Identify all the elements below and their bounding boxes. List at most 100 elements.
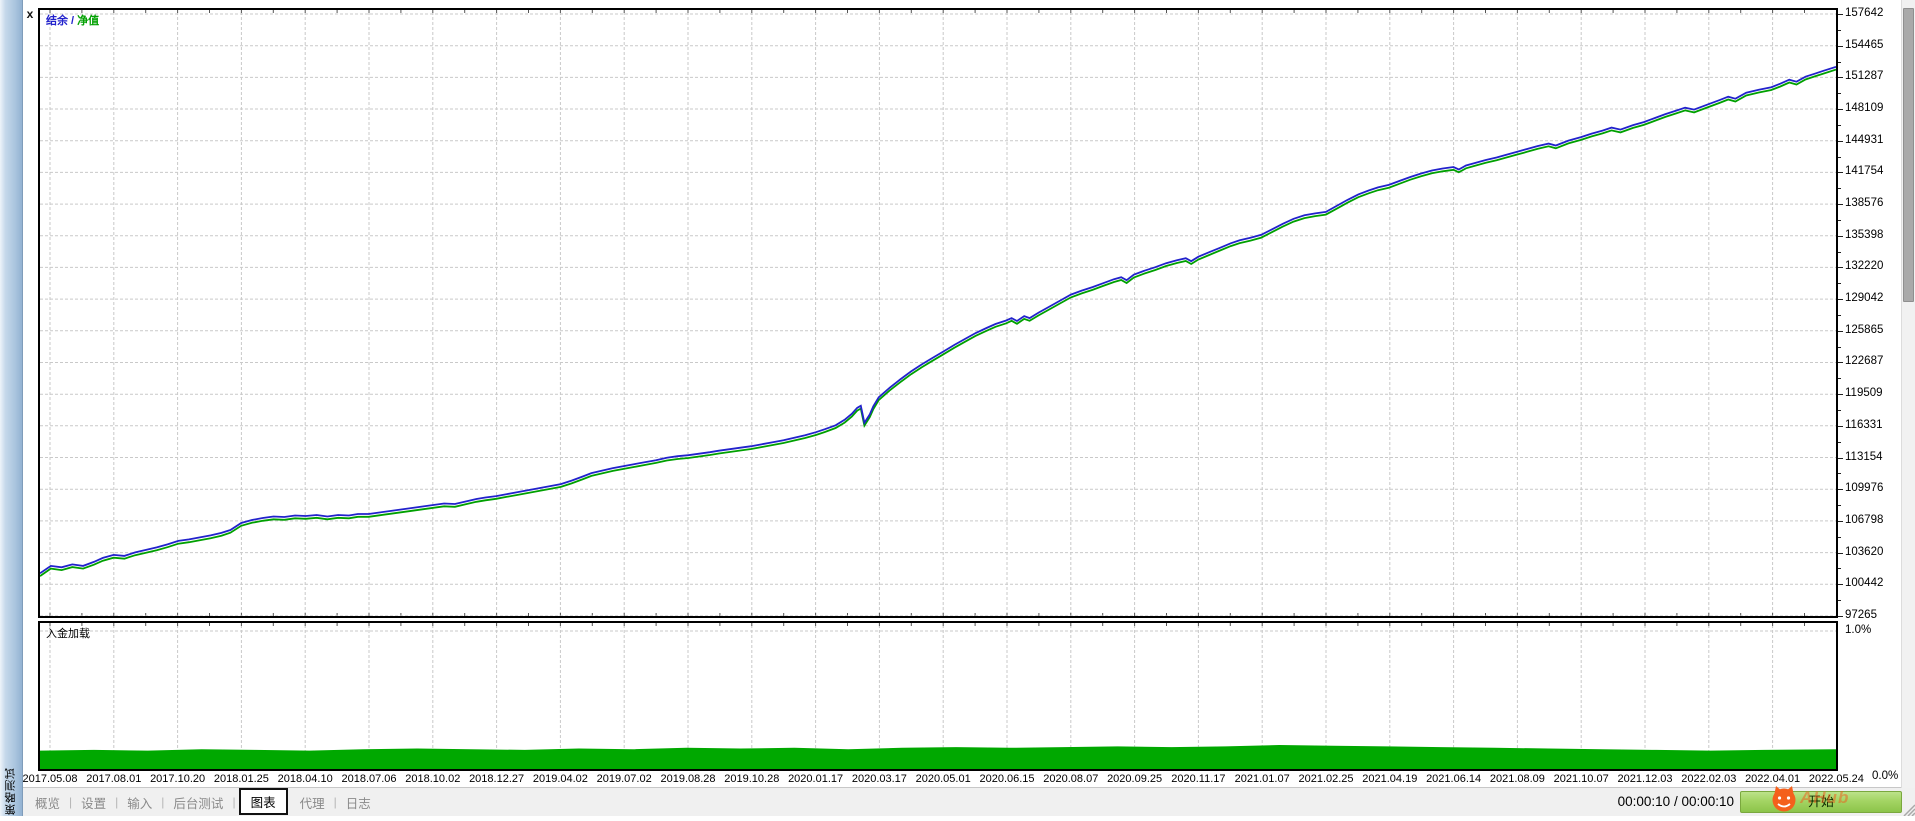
y-axis-tick (1838, 425, 1843, 427)
y-axis-minor-tick (1838, 124, 1841, 126)
x-axis-date-label: 2019.04.02 (532, 773, 588, 785)
tab-图表[interactable]: 图表 (238, 787, 288, 815)
y-axis-minor-tick (1838, 188, 1841, 190)
x-axis-date-label: 2018.07.06 (341, 773, 397, 785)
y-axis-minor-tick (1838, 93, 1841, 95)
x-axis-date-label: 2021.04.19 (1362, 773, 1418, 785)
y-axis-label: 100442 (1845, 577, 1884, 590)
x-axis-date-label: 2018.10.02 (405, 773, 461, 785)
x-axis-date-label: 2020.09.25 (1107, 773, 1163, 785)
balance-equity-chart (40, 10, 1836, 616)
y-axis-label: 144931 (1845, 133, 1884, 146)
y-axis-label: 157642 (1845, 7, 1884, 19)
y-axis-tick (1838, 330, 1843, 332)
tab-separator: | (333, 795, 337, 809)
x-axis-date-label: 2020.11.17 (1171, 773, 1226, 785)
start-button[interactable]: 开始 (1740, 791, 1902, 813)
x-axis-date-label: 2022.04.01 (1745, 773, 1801, 785)
tab-输入[interactable]: 输入 (127, 796, 153, 811)
x-axis-date-label: 2021.01.07 (1234, 773, 1290, 785)
y-axis-label: 113154 (1845, 450, 1883, 463)
y-axis-label: 151287 (1845, 70, 1884, 83)
y-axis-label: 132220 (1845, 260, 1884, 273)
y-axis-tick (1838, 584, 1843, 586)
tab-separator: | (69, 795, 73, 809)
y-axis-label: 135398 (1845, 228, 1884, 241)
sidebar-title: 策略测试 (5, 767, 17, 815)
balance-chart-panel: 结余 / 净值 (38, 8, 1838, 618)
y-axis-label: 129042 (1845, 292, 1884, 305)
y-axis-tick (1838, 14, 1843, 15)
test-time-status: 00:00:10 / 00:00:10 (1617, 794, 1734, 809)
x-axis-date-label: 2018.01.25 (213, 773, 269, 785)
y-axis-tick (1838, 489, 1843, 491)
y-axis-label: 103620 (1845, 545, 1884, 558)
y-axis-minor-tick (1838, 314, 1841, 316)
y-axis-tick (1838, 520, 1843, 522)
vertical-scrollbar[interactable] (1901, 0, 1915, 788)
tab-设置[interactable]: 设置 (81, 796, 107, 811)
x-axis-date-label: 2018.04.10 (277, 773, 333, 785)
y-axis-label: 154465 (1845, 38, 1884, 51)
y-axis-tick (1838, 615, 1843, 617)
y-axis-minor-tick (1838, 219, 1841, 221)
deposit-load-chart (40, 623, 1836, 769)
y-axis-tick (1838, 77, 1843, 79)
bottom-bar: 概览 | 设置 | 输入 | 后台测试 | 图表 代理 | 日志 00:00:10 / 00:00:1… (0, 786, 1915, 817)
y-axis-label: 122687 (1845, 355, 1884, 368)
resize-grip-icon[interactable] (1900, 801, 1915, 817)
y-axis-minor-tick (1838, 536, 1841, 538)
y-axis-label: 97265 (1845, 608, 1877, 621)
deposit-load-title: 入金加载 (46, 628, 90, 640)
tab-separator: | (115, 795, 119, 809)
chart-legend: 结余 / 净值 (46, 12, 99, 28)
y-axis-minor-tick (1838, 29, 1841, 31)
y-axis-minor-tick (1838, 61, 1841, 63)
y-axis-label: 141754 (1845, 165, 1884, 178)
x-axis-date-label: 2021.06.14 (1426, 773, 1482, 785)
y-axis-tick (1838, 109, 1843, 111)
x-axis-date-label: 2021.02.25 (1298, 773, 1354, 785)
tab-separator: | (232, 795, 236, 809)
y-axis-label: 119509 (1845, 387, 1883, 400)
y-axis-minor-tick (1838, 156, 1841, 158)
y-axis-tick (1838, 457, 1843, 459)
x-axis-date-label: 2018.12.27 (469, 773, 525, 785)
y-axis-tick (1838, 267, 1843, 269)
y-axis-tick (1838, 140, 1843, 142)
legend-separator: / (68, 15, 78, 27)
y-axis-minor-tick (1838, 568, 1841, 570)
y-axis-minor-tick (1838, 505, 1841, 507)
x-axis-date-label: 2017.05.08 (22, 773, 78, 785)
tab-后台测试[interactable]: 后台测试 (173, 796, 224, 811)
y-axis-tick (1838, 204, 1843, 206)
close-icon[interactable]: x (26, 7, 34, 21)
load-axis-max-label: 1.0% (1845, 624, 1872, 636)
tester-sidebar: 策略测试 (0, 0, 23, 816)
x-axis-date-label: 2021.12.03 (1617, 773, 1673, 785)
x-axis-date-label: 2019.07.02 (596, 773, 652, 785)
y-axis-label: 106798 (1845, 513, 1884, 526)
y-axis-tick (1838, 172, 1843, 174)
x-axis-date-label: 2021.10.07 (1553, 773, 1609, 785)
y-axis-tick (1838, 45, 1843, 47)
y-axis-minor-tick (1838, 283, 1841, 285)
x-axis-date-label: 2020.08.07 (1043, 773, 1099, 785)
x-axis-date-label: 2022.02.03 (1681, 773, 1737, 785)
y-axis-tick (1838, 235, 1843, 237)
y-axis-label: 109976 (1845, 482, 1884, 495)
legend-equity: 净值 (77, 15, 100, 27)
x-axis-date-label: 2017.08.01 (86, 773, 142, 785)
load-axis-min-label: 0.0% (1872, 770, 1899, 782)
y-axis-minor-tick (1838, 251, 1841, 253)
start-button-label: 开始 (1807, 794, 1834, 809)
tab-概览[interactable]: 概览 (35, 796, 61, 811)
tab-日志[interactable]: 日志 (345, 796, 371, 811)
x-axis-date-label: 2020.01.17 (788, 773, 844, 785)
x-axis-date-label: 2020.06.15 (979, 773, 1035, 785)
scrollbar-thumb[interactable] (1903, 8, 1914, 302)
legend-balance: 结余 (46, 15, 68, 27)
tab-代理[interactable]: 代理 (299, 796, 325, 811)
y-axis-tick (1838, 362, 1843, 364)
